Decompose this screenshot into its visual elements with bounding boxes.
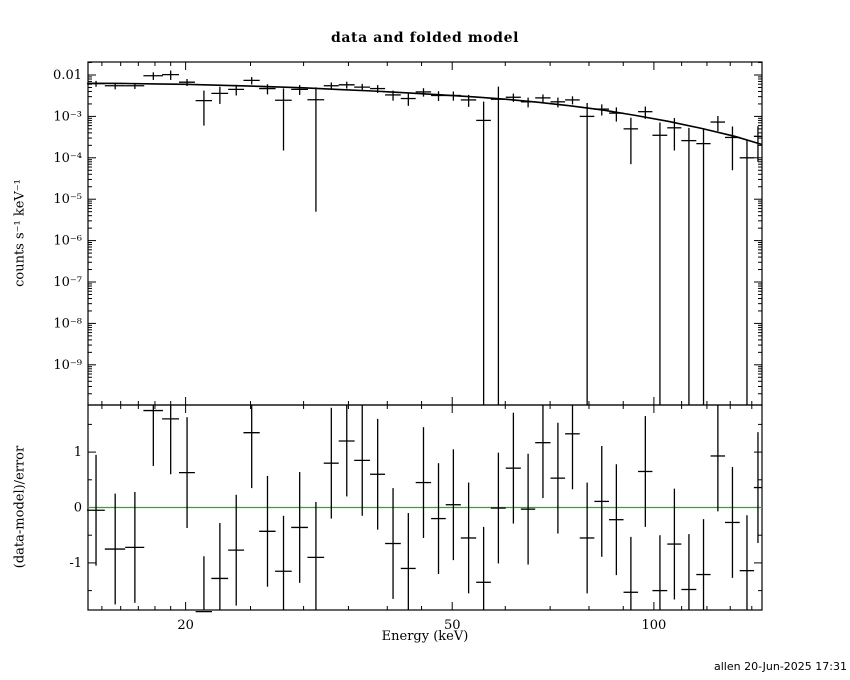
x-tick-label: 100 <box>641 618 666 633</box>
y-tick-label: 0 <box>74 501 82 516</box>
timestamp: allen 20-Jun-2025 17:31 <box>713 660 847 673</box>
y-tick-label: 10⁻⁷ <box>53 275 82 290</box>
y-tick-label: -1 <box>69 556 82 571</box>
y-tick-label: 10⁻³ <box>53 109 82 124</box>
plot-title: data and folded model <box>331 30 519 46</box>
x-tick-label: 20 <box>177 618 194 633</box>
x-axis-label: Energy (keV) <box>381 629 469 644</box>
y-tick-label: 0.01 <box>53 68 82 83</box>
y-tick-label: 10⁻⁴ <box>53 151 82 166</box>
y-tick-label: 1 <box>74 445 82 460</box>
y-tick-label: 10⁻⁶ <box>53 234 82 249</box>
y-tick-label: 10⁻⁸ <box>53 316 82 331</box>
model-curve <box>87 82 763 146</box>
y-tick-label: 10⁻⁹ <box>53 358 82 373</box>
y-tick-label: 10⁻⁵ <box>53 192 82 207</box>
spectrum-panel-border <box>87 61 763 406</box>
x-tick-label: 50 <box>444 618 461 633</box>
